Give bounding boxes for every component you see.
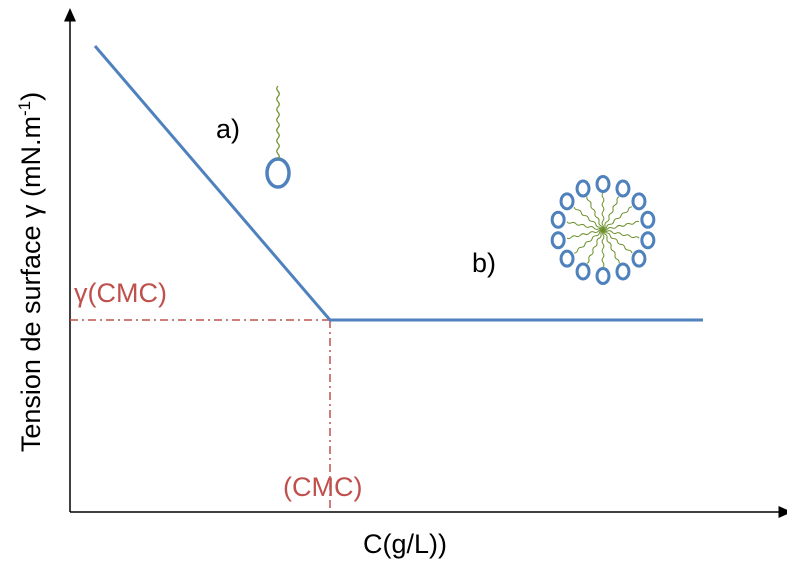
head — [595, 267, 611, 285]
y-label-suffix: ) — [16, 92, 46, 101]
tail — [601, 192, 605, 231]
head — [631, 192, 647, 211]
tail — [566, 221, 604, 231]
monomer-icon — [265, 85, 291, 189]
head — [575, 179, 591, 198]
head — [631, 249, 647, 268]
tail — [586, 196, 604, 231]
tail — [602, 229, 640, 239]
tail — [602, 229, 620, 264]
tail — [276, 85, 280, 160]
tail — [602, 220, 640, 231]
tail — [602, 229, 633, 254]
y-axis-label: Tension de surface γ (mN.m-1) — [15, 92, 46, 452]
head — [559, 192, 575, 211]
head — [575, 262, 591, 281]
tension-curve — [93, 45, 703, 322]
head — [640, 231, 656, 250]
gamma-cmc: γ(CMC) — [74, 278, 167, 308]
head — [595, 175, 611, 193]
label-a: a) — [216, 114, 240, 144]
head — [559, 249, 575, 268]
tail — [602, 206, 632, 231]
head — [615, 262, 631, 281]
tail — [574, 229, 604, 254]
tail — [573, 206, 604, 231]
y-label-sup: -1 — [15, 101, 34, 116]
y-label-main: Tension de surface γ (mN.m — [16, 116, 46, 452]
head — [550, 231, 566, 250]
tail — [602, 196, 620, 231]
cmc: (CMC) — [283, 472, 362, 502]
micelle-icon — [550, 175, 656, 285]
head — [640, 210, 656, 229]
tail — [566, 229, 604, 240]
tail — [601, 229, 605, 268]
tail — [586, 229, 604, 264]
label-b: b) — [472, 248, 496, 278]
head — [265, 157, 291, 189]
head — [550, 210, 566, 229]
x-axis-label: C(g/L)) — [363, 529, 447, 559]
head — [615, 179, 631, 198]
